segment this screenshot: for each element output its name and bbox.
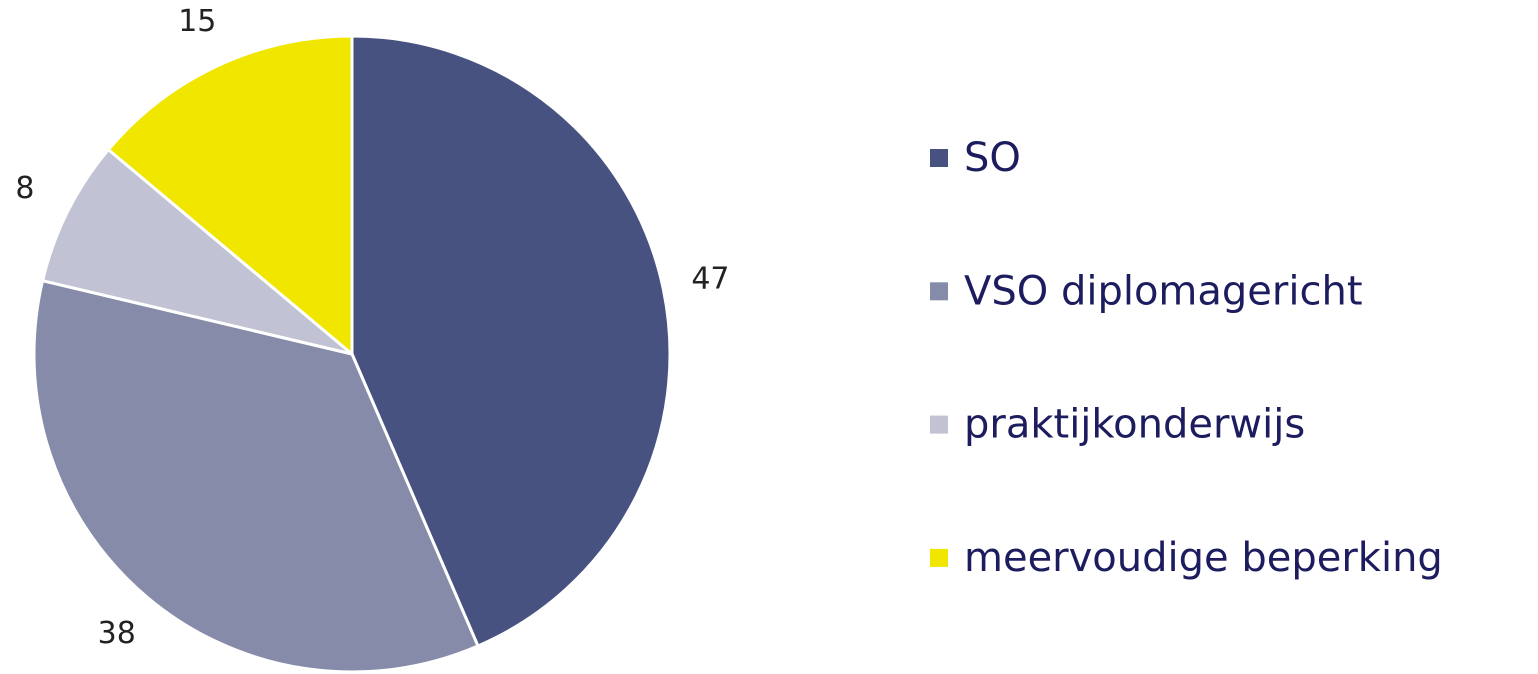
legend-swatch (930, 282, 948, 301)
pie-slice (350, 34, 672, 648)
data-label: 38 (98, 616, 136, 651)
legend-label: praktijkonderwijs (964, 402, 1305, 448)
data-label: 8 (15, 171, 34, 206)
legend-swatch (930, 149, 948, 167)
pie-slice (32, 278, 480, 674)
pie-slice (106, 34, 354, 358)
legend-label: SO (964, 135, 1021, 181)
data-label: 15 (178, 4, 216, 39)
pie-slice (40, 147, 353, 356)
legend-label: VSO diplomagericht (964, 268, 1363, 314)
data-label: 47 (691, 261, 729, 296)
legend-swatch (930, 548, 948, 567)
legend-swatch (930, 415, 948, 434)
legend-label: meervoudige beperking (964, 535, 1443, 581)
